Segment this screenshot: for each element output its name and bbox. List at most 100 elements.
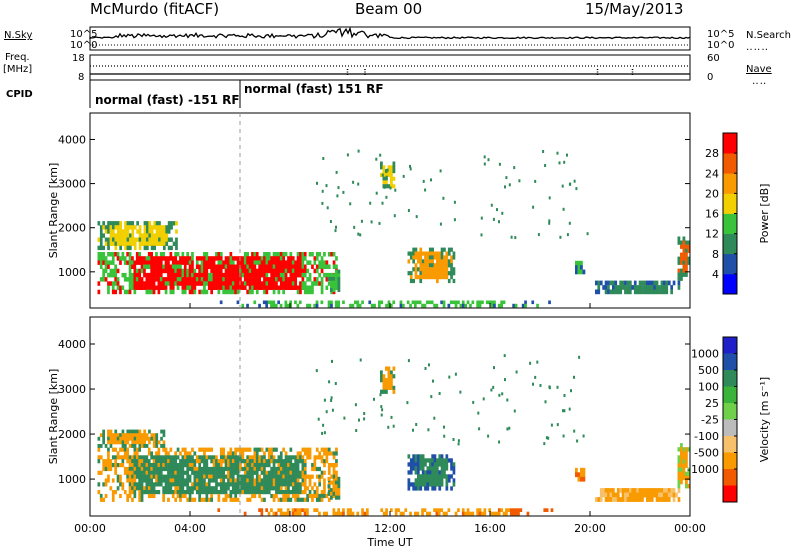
beam-title: Beam 00 [355,0,423,18]
velocity-colorbar-tick-label-8: -1000 [687,463,719,476]
velocity-colorbar-segment-1 [723,337,737,354]
date-title: 15/May/2013 [585,0,684,18]
power-colorbar-segment-2 [723,253,737,275]
power-ytick-label-2: 2000 [58,222,86,235]
velocity-xlabel: Time UT [366,536,412,549]
noise-tick-right-bottom: 10^0 [707,40,735,51]
velocity-echo-region-8 [677,443,691,489]
power-echo-region-9 [219,300,551,308]
power-colorbar-tick-label-7: 28 [705,147,719,160]
velocity-colorbar-tick-label-7: -500 [694,447,719,460]
freq-tick-top: 18 [72,53,85,64]
velocity-colorbar-segment-9 [723,469,737,486]
power-colorbar-tick-label-2: 8 [712,248,719,261]
power-colorbar-segment-3 [723,233,737,255]
velocity-scatter-echoes [315,354,585,446]
velocity-xtick-label-7: 00:00 [674,522,706,535]
velocity-colorbar-segment-10 [723,485,737,503]
power-ytick-label-3: 3000 [58,178,86,191]
velocity-echo-region-1 [97,447,338,502]
power-colorbar-label: Power [dB] [758,184,771,244]
power-colorbar-segment-1 [723,273,737,295]
power-echo-region-4 [407,247,456,284]
noise-tick-left-bottom: 10^0 [70,40,98,51]
velocity-ytick-label-4: 4000 [58,338,86,351]
velocity-xtick-label-6: 20:00 [574,522,606,535]
power-ytick-label-4: 4000 [58,133,86,146]
velocity-colorbar-tick-label-4: 25 [705,397,719,410]
power-colorbar-segment-8 [723,133,737,154]
velocity-colorbar-tick-label-1: 1000 [691,348,719,361]
power-ylabel: Slant Range [km] [47,163,60,259]
station-title: McMurdo (fitACF) [90,0,220,18]
velocity-colorbar-tick-label-2: 500 [698,364,719,377]
power-ytick-label-1: 1000 [58,266,86,279]
velocity-echo-region-2 [97,429,166,448]
power-echo-region-3 [327,269,341,292]
power-colorbar-segment-6 [723,173,737,194]
power-echo-region-7 [595,280,681,295]
velocity-xtick-label-3: 08:00 [274,522,306,535]
velocity-ylabel: Slant Range [km] [47,369,60,465]
velocity-echo-region-7 [595,488,681,502]
power-colorbar-segment-7 [723,153,737,174]
power-scatter-echoes [316,149,589,240]
nave-label: Nave [746,64,772,75]
power-colorbar [723,133,737,295]
velocity-colorbar-segment-2 [723,353,737,371]
cpid-label: CPID [6,89,33,100]
nsky-series-line [89,26,691,40]
nsearch-line-key: ‥‥‥ [746,42,770,53]
velocity-echo-region-9 [217,508,554,516]
velocity-echo-region-6 [575,467,586,482]
velocity-colorbar-label: Velocity [m s⁻¹] [758,377,771,462]
noise-tick-left-top: 10^5 [70,29,98,40]
freq-panel-frame [89,54,691,81]
power-colorbar-tick-label-5: 20 [705,187,719,200]
power-colorbar-tick-label-4: 16 [705,208,719,221]
nsky-label: N.Sky [4,30,33,41]
power-colorbar-segment-5 [723,193,737,214]
velocity-colorbar-tick-label-3: 100 [698,381,719,394]
nave-line-key: ‥‥ [752,76,768,87]
velocity-xtick-label-1: 00:00 [74,522,106,535]
freq-unit: [MHz] [3,64,33,75]
nave-tick-top: 60 [707,53,720,64]
velocity-heatmap-data [97,354,691,516]
velocity-colorbar-segment-5 [723,403,737,420]
velocity-echo-region-3 [327,476,341,500]
velocity-echo-region-5 [380,366,396,394]
velocity-xtick-label-5: 16:00 [474,522,506,535]
velocity-colorbar-tick-label-6: -100 [694,430,719,443]
freq-tick-bottom: 8 [78,72,85,83]
power-colorbar-tick-label-1: 4 [712,268,719,281]
power-echo-region-6 [575,260,586,275]
nsearch-label: N.Search [746,30,792,41]
velocity-colorbar-segment-6 [723,419,737,437]
power-echo-region-1 [97,252,338,295]
velocity-ytick-label-2: 2000 [58,428,86,441]
noise-tick-right-top: 10^5 [707,29,735,40]
velocity-colorbar-segment-4 [723,386,737,404]
velocity-xtick-label-4: 12:00 [374,522,406,535]
velocity-echo-region-4 [407,454,456,491]
cpid-segment-1: normal (fast) -151 RF [95,93,240,107]
freq-label: Freq. [5,52,30,63]
velocity-colorbar-tick-label-5: -25 [701,414,719,427]
velocity-colorbar-segment-8 [723,452,737,470]
velocity-colorbar [723,337,737,503]
power-colorbar-segment-4 [723,213,737,234]
power-echo-region-8 [677,236,691,281]
velocity-ytick-label-1: 1000 [58,473,86,486]
noise-panel-frame [89,26,691,51]
velocity-colorbar-segment-7 [723,436,737,453]
velocity-ytick-label-3: 3000 [58,383,86,396]
cpid-segment-2: normal (fast) 151 RF [244,82,384,96]
power-heatmap-data [97,149,691,308]
nave-tick-bottom: 0 [707,72,714,83]
power-colorbar-tick-label-6: 24 [705,167,719,180]
velocity-colorbar-segment-3 [723,370,737,387]
power-colorbar-tick-label-3: 12 [705,228,719,241]
velocity-xtick-label-2: 04:00 [174,522,206,535]
